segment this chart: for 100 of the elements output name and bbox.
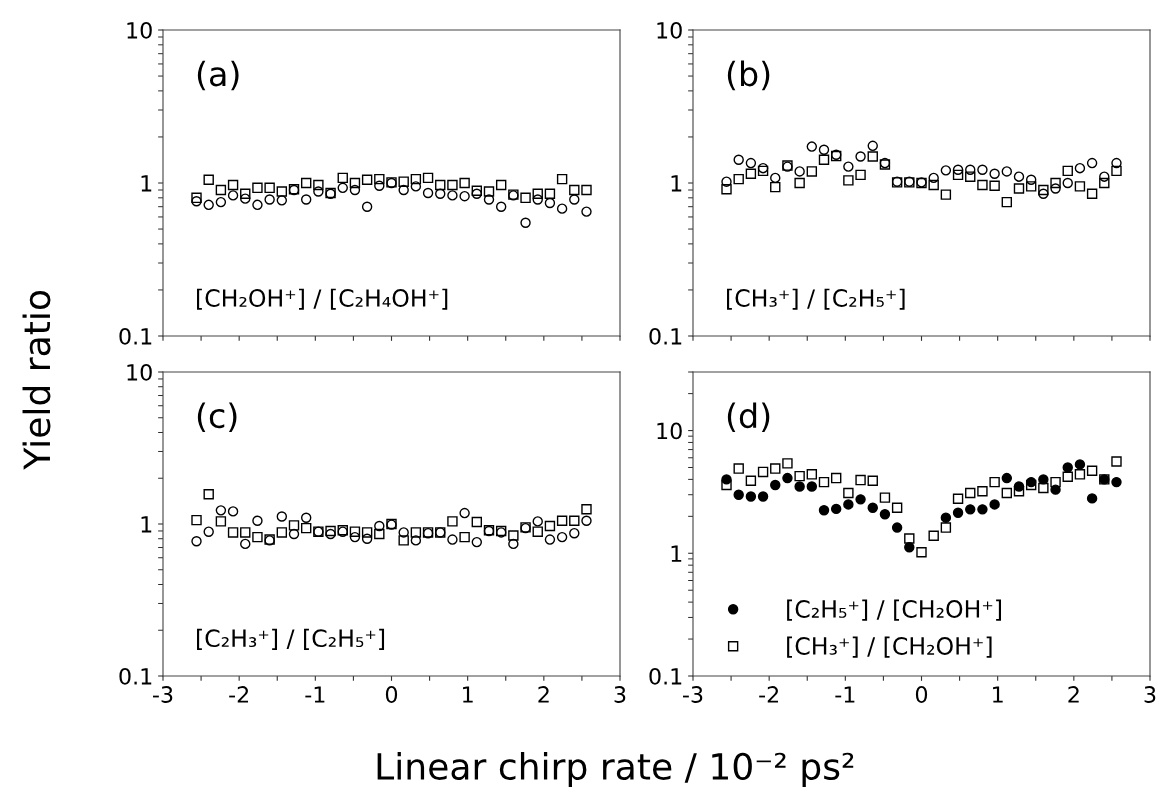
point (1001, 487, 1013, 499)
point (1038, 184, 1049, 196)
x-tick-label: -2 (229, 686, 249, 703)
point (300, 522, 312, 534)
point (337, 182, 348, 194)
point (215, 184, 227, 196)
point (447, 534, 458, 545)
point (1038, 474, 1049, 485)
point (240, 193, 251, 204)
point (830, 472, 842, 484)
x-tick-label: 2 (538, 686, 549, 703)
point (240, 527, 251, 538)
point (830, 503, 842, 515)
point (952, 493, 964, 504)
point (203, 489, 214, 500)
point (544, 520, 556, 532)
x-tick-label: -1 (305, 686, 325, 703)
point (556, 203, 568, 214)
annotation: (a) (197, 60, 239, 91)
point (581, 504, 592, 515)
point (977, 504, 988, 515)
y-tick-label: 0.1 (119, 667, 152, 685)
annotation: [CH₂OH⁺] / [C₂H₄OH⁺] (197, 288, 448, 310)
point (745, 491, 757, 502)
point (1001, 196, 1013, 208)
point (471, 185, 483, 196)
point (544, 197, 556, 209)
point (940, 512, 952, 523)
point (806, 469, 818, 480)
annotation: (b) (727, 60, 770, 91)
point (398, 527, 409, 538)
y-tick-label: 10 (127, 363, 152, 381)
point (843, 487, 854, 499)
point (361, 201, 373, 212)
point (569, 527, 580, 539)
point (447, 190, 458, 201)
point (1074, 459, 1086, 470)
point (264, 182, 275, 194)
point (471, 536, 483, 548)
annotation: (c) (197, 402, 237, 433)
point (770, 181, 781, 193)
point (782, 472, 793, 484)
point (794, 166, 805, 177)
y-tick-label: 10 (657, 21, 682, 39)
x-tick-label: 0 (915, 686, 928, 703)
point (1086, 493, 1098, 504)
point (581, 184, 592, 196)
point (928, 530, 939, 541)
point (532, 526, 543, 537)
point (398, 176, 409, 187)
point (989, 476, 1000, 488)
point (757, 466, 769, 478)
point (867, 151, 878, 162)
point (483, 186, 495, 197)
point (1074, 162, 1086, 174)
point (757, 491, 769, 502)
point (191, 536, 202, 547)
point (867, 475, 878, 486)
point (1111, 157, 1122, 169)
point (1013, 171, 1025, 182)
point (203, 174, 214, 185)
point (508, 530, 519, 541)
point (556, 515, 568, 526)
point (733, 489, 744, 500)
point (965, 487, 976, 499)
point (952, 169, 964, 181)
point (721, 184, 732, 195)
point (1050, 177, 1061, 189)
y-tick-label: 1 (141, 516, 152, 533)
point (276, 186, 288, 197)
point (1025, 174, 1037, 185)
point (977, 486, 988, 497)
point (1062, 471, 1073, 482)
point (1038, 482, 1049, 494)
point (843, 175, 854, 186)
point (410, 535, 422, 546)
annotation: [CH₃⁺] / [C₂H₅⁺] (727, 288, 905, 310)
point (928, 179, 939, 191)
y-tick-label: 1 (671, 545, 682, 562)
y-tick-label: 10 (657, 422, 682, 440)
point (398, 535, 409, 546)
point (191, 514, 202, 526)
y-tick-label: 0.1 (649, 327, 682, 345)
point (288, 520, 300, 531)
point (227, 179, 239, 191)
point (215, 505, 227, 516)
point (794, 470, 805, 482)
point (300, 194, 312, 205)
point (569, 184, 580, 196)
legend-label: [CH₃⁺] / [CH₂OH⁺] (787, 636, 992, 658)
point (447, 179, 458, 191)
point (989, 180, 1000, 191)
point (435, 188, 446, 200)
point (843, 161, 854, 172)
point (855, 169, 866, 181)
point (867, 502, 878, 513)
y-tick-label: 0.1 (649, 667, 682, 685)
y-tick-label: 1 (141, 175, 152, 192)
point (977, 179, 988, 191)
point (1074, 181, 1086, 192)
